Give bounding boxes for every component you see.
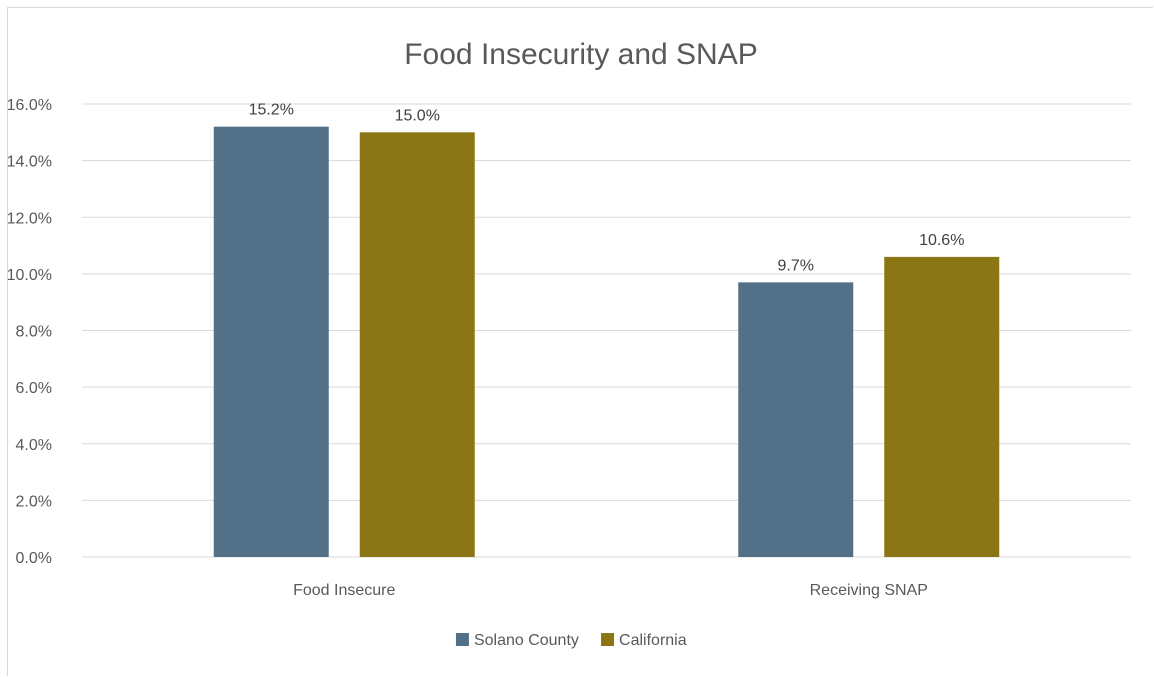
legend-swatch bbox=[455, 633, 469, 646]
y-tick-label: 0.0% bbox=[16, 550, 52, 567]
y-tick-label: 16.0% bbox=[7, 97, 52, 114]
bar bbox=[884, 256, 1000, 557]
y-tick-label: 4.0% bbox=[16, 437, 52, 454]
y-axis-tick-labels: 0.0% 2.0% 4.0% 6.0% 8.0% 10.0% 12.0% 14.0% 16.0% bbox=[7, 97, 52, 567]
legend-label: California bbox=[619, 632, 687, 649]
x-axis-category-labels: Food Insecure Receiving SNAP bbox=[293, 582, 928, 599]
y-tick-label: 6.0% bbox=[16, 380, 52, 397]
bar bbox=[359, 132, 475, 557]
data-label: 9.7% bbox=[778, 257, 814, 274]
x-category-label: Receiving SNAP bbox=[810, 582, 928, 599]
bar bbox=[738, 282, 854, 557]
chart-frame bbox=[7, 7, 1153, 676]
bar bbox=[213, 126, 329, 558]
y-tick-label: 10.0% bbox=[7, 267, 52, 284]
y-tick-label: 2.0% bbox=[16, 493, 52, 510]
y-tick-label: 14.0% bbox=[7, 154, 52, 171]
data-label: 15.2% bbox=[249, 102, 294, 119]
data-label: 15.0% bbox=[395, 107, 440, 124]
chart-title: Food Insecurity and SNAP bbox=[404, 38, 758, 71]
legend: Solano County California bbox=[455, 632, 687, 649]
y-tick-label: 12.0% bbox=[7, 210, 52, 227]
data-labels: 15.2% 15.0% 9.7% 10.6% bbox=[249, 102, 965, 275]
x-category-label: Food Insecure bbox=[293, 582, 395, 599]
bars bbox=[213, 126, 1000, 558]
legend-label: Solano County bbox=[474, 632, 579, 649]
legend-swatch bbox=[601, 633, 615, 646]
y-tick-label: 8.0% bbox=[16, 324, 52, 341]
data-label: 10.6% bbox=[919, 232, 964, 249]
